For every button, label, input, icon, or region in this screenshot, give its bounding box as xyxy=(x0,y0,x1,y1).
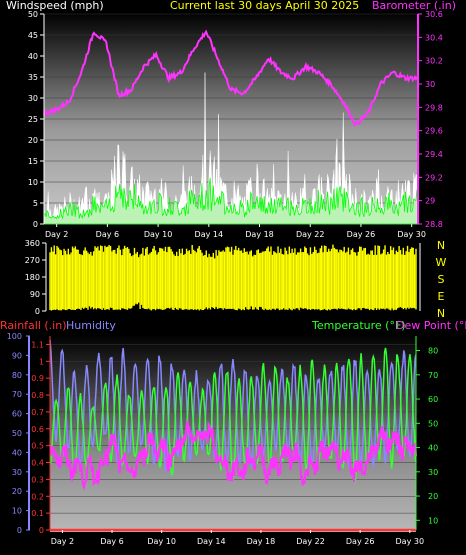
humidity-axis-title: Humidity xyxy=(66,319,116,332)
rain-y-tick-label: 0.3 xyxy=(31,475,44,484)
temperature-axis-title: Temperature (°F) xyxy=(312,319,406,332)
humidity-series xyxy=(49,339,417,472)
wind-y-tick-label: 35 xyxy=(28,73,38,82)
wind-x-tick-label: Day 6 xyxy=(96,230,119,239)
wind-y-tick-label: 0 xyxy=(33,220,38,229)
climate-x-tick-label: Day 2 xyxy=(51,537,74,546)
barometer-axis-title: Barometer (.in) xyxy=(372,0,456,12)
wind-x-tick-label: Day 30 xyxy=(397,230,426,239)
baro-y-tick-label: 30 xyxy=(425,80,435,89)
wind-x-tick-label: Day 2 xyxy=(45,230,68,239)
climate-x-tick-label: Day 14 xyxy=(197,537,226,546)
climate-x-tick-label: Day 26 xyxy=(346,537,375,546)
baro-y-tick-label: 29.2 xyxy=(425,173,443,182)
rain-y-tick-label: 0.2 xyxy=(31,492,44,501)
baro-y-tick-label: 30.6 xyxy=(425,10,443,19)
temp-y-tick-label: 10 xyxy=(428,516,438,525)
windspeed-axis-title: Windspeed (mph) xyxy=(6,0,104,12)
rain-y-tick-label: 0 xyxy=(39,526,44,535)
direction-y-tick-label: 90 xyxy=(30,290,40,299)
humidity-y-tick-label: 80 xyxy=(12,371,22,380)
humidity-y-tick-label: 30 xyxy=(12,468,22,477)
direction-compass-label: N xyxy=(437,307,445,320)
temp-y-tick-label: 60 xyxy=(428,395,438,404)
wind-y-tick-label: 30 xyxy=(28,94,38,103)
wind-average-series xyxy=(43,177,419,225)
wind-x-tick-label: Day 18 xyxy=(245,230,274,239)
wind-y-tick-label: 45 xyxy=(28,31,38,40)
temp-y-tick-label: 50 xyxy=(428,419,438,428)
rain-y-tick-label: 0.1 xyxy=(31,509,44,518)
wind-y-tick-label: 15 xyxy=(28,157,38,166)
wind-y-tick-label: 10 xyxy=(28,178,38,187)
humidity-y-tick-label: 10 xyxy=(12,507,22,516)
baro-y-tick-label: 30.2 xyxy=(425,57,443,66)
rainfall-axis-title: Rainfall (.in) xyxy=(0,319,67,332)
wind-y-tick-label: 25 xyxy=(28,115,38,124)
humidity-y-tick-label: 70 xyxy=(12,390,22,399)
chart-title: Current last 30 days April 30 2025 xyxy=(170,0,360,12)
climate-x-tick-label: Day 6 xyxy=(100,537,123,546)
rain-y-tick-label: 0.4 xyxy=(31,459,44,468)
wind-gust-series xyxy=(43,72,419,225)
climate-x-tick-label: Day 30 xyxy=(396,537,425,546)
wind-y-tick-label: 50 xyxy=(28,10,38,19)
baro-y-tick-label: 29.4 xyxy=(425,150,443,159)
climate-plot-area xyxy=(50,336,416,532)
rain-y-tick-label: 0.9 xyxy=(31,374,44,383)
humidity-y-tick-label: 20 xyxy=(12,487,22,496)
direction-compass-label: S xyxy=(438,273,445,286)
direction-y-tick-label: 0 xyxy=(35,307,40,316)
humidity-y-tick-label: 40 xyxy=(12,448,22,457)
rain-y-tick-label: 1 xyxy=(39,357,44,366)
dewpoint-series xyxy=(49,418,417,491)
wind-y-tick-label: 5 xyxy=(33,199,38,208)
barometer-series xyxy=(43,29,419,127)
rain-y-tick-label: 0.5 xyxy=(31,442,44,451)
humidity-y-tick-label: 100 xyxy=(7,332,22,341)
humidity-y-tick-label: 0 xyxy=(17,526,22,535)
wind-y-tick-label: 20 xyxy=(28,136,38,145)
direction-y-tick-label: 270 xyxy=(25,256,40,265)
rain-y-tick-label: 0.8 xyxy=(31,391,44,400)
climate-x-tick-label: Day 22 xyxy=(296,537,325,546)
baro-y-tick-label: 29.8 xyxy=(425,103,443,112)
temp-y-tick-label: 30 xyxy=(428,468,438,477)
temp-y-tick-label: 20 xyxy=(428,492,438,501)
baro-y-tick-label: 29.6 xyxy=(425,127,443,136)
humidity-y-tick-label: 90 xyxy=(12,351,22,360)
temp-y-tick-label: 40 xyxy=(428,444,438,453)
baro-y-tick-label: 29 xyxy=(425,197,435,206)
wind-x-tick-label: Day 10 xyxy=(144,230,173,239)
temp-y-tick-label: 70 xyxy=(428,371,438,380)
dewpoint-axis-title: Dew Point (°F) xyxy=(396,319,466,332)
climate-x-tick-label: Day 18 xyxy=(247,537,276,546)
wind-y-tick-label: 40 xyxy=(28,52,38,61)
humidity-y-tick-label: 60 xyxy=(12,410,22,419)
climate-x-tick-label: Day 10 xyxy=(147,537,176,546)
direction-compass-label: E xyxy=(438,290,445,303)
baro-y-tick-label: 30.4 xyxy=(425,33,443,42)
rain-y-tick-label: 0.7 xyxy=(31,408,44,417)
wind-x-tick-label: Day 14 xyxy=(195,230,224,239)
rain-y-tick-label: 1.1 xyxy=(31,340,44,349)
wind-x-tick-label: Day 22 xyxy=(296,230,325,239)
direction-y-tick-label: 360 xyxy=(25,239,40,248)
rain-y-tick-label: 0.6 xyxy=(31,425,44,434)
temp-y-tick-label: 80 xyxy=(428,347,438,356)
wind-x-tick-label: Day 26 xyxy=(347,230,376,239)
baro-y-tick-label: 28.8 xyxy=(425,220,443,229)
direction-compass-label: W xyxy=(436,256,447,269)
direction-compass-label: N xyxy=(437,239,445,252)
humidity-y-tick-label: 50 xyxy=(12,429,22,438)
direction-y-tick-label: 180 xyxy=(25,273,40,282)
